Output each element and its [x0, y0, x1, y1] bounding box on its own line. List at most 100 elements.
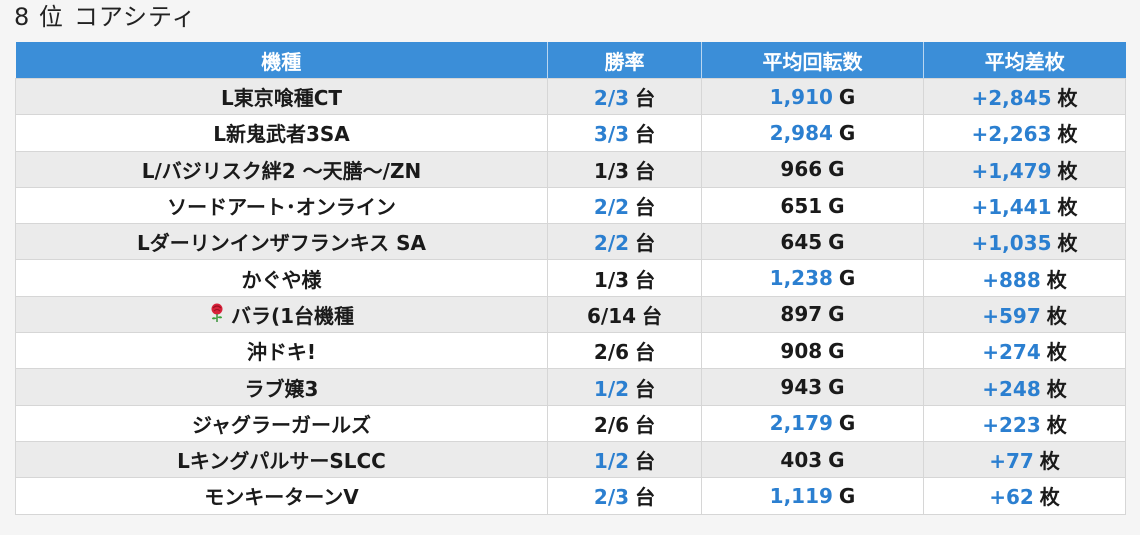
- avg-spins-cell-unit: G: [838, 84, 856, 109]
- win-rate-cell: 2/2 台: [547, 186, 702, 224]
- avg-spins-cell-value: 1,910: [769, 84, 833, 109]
- machine-name: L/バジリスク絆2 ～天膳～/ZN: [141, 158, 422, 183]
- avg-spins-cell-unit: G: [828, 157, 845, 182]
- win-rate-cell: 1/2 台: [547, 368, 702, 406]
- table-row[interactable]: モンキーターンV 2/3 台 1,119 G +62 枚: [15, 477, 1126, 515]
- avg-diff-cell-value: +597: [982, 303, 1041, 328]
- avg-diff-cell-unit: 枚: [1046, 376, 1067, 401]
- win-rate-cell-unit: 台: [642, 303, 663, 328]
- win-rate-cell: 1/3 台: [547, 259, 702, 297]
- column-header-avg-diff[interactable]: 平均差枚: [923, 42, 1126, 79]
- avg-spins-cell: 645 G: [701, 223, 924, 260]
- machine-cell: L東京喰種CT: [15, 77, 548, 115]
- machine-cell: ソードアート･オンライン: [15, 186, 548, 224]
- win-rate-cell-unit: 台: [635, 376, 656, 401]
- avg-diff-cell-unit: 枚: [1057, 158, 1078, 183]
- avg-diff-cell-unit: 枚: [1046, 412, 1067, 437]
- table-row[interactable]: かぐや様 1/3 台 1,238 G +888 枚: [15, 259, 1126, 297]
- avg-spins-cell-unit: G: [828, 447, 845, 472]
- win-rate-cell-unit: 台: [635, 267, 656, 292]
- avg-spins-cell-value: 943: [780, 375, 823, 400]
- avg-spins-cell: 1,238 G: [701, 259, 924, 297]
- machine-cell: L/バジリスク絆2 ～天膳～/ZN: [15, 150, 548, 188]
- machine-cell: モンキーターンV: [15, 477, 548, 515]
- avg-diff-cell-value: +223: [982, 412, 1041, 437]
- win-rate-cell-value: 2/6: [593, 340, 630, 365]
- avg-diff-cell-value: +1,441: [971, 195, 1052, 220]
- avg-spins-cell-value: 966: [780, 157, 823, 182]
- machine-name: ジャグラーガールズ: [192, 412, 371, 437]
- machine-name: L東京喰種CT: [220, 86, 343, 111]
- avg-spins-cell: 1,119 G: [701, 477, 924, 515]
- table-row[interactable]: バラ(1台機種 6/14 台 897 G +597 枚: [15, 295, 1126, 333]
- avg-spins-cell-unit: G: [838, 266, 856, 291]
- table-row[interactable]: L/バジリスク絆2 ～天膳～/ZN 1/3 台 966 G +1,479 枚: [15, 150, 1126, 188]
- table-row[interactable]: 沖ドキ! 2/6 台 908 G +274 枚: [15, 332, 1126, 369]
- win-rate-cell-unit: 台: [635, 485, 656, 510]
- win-rate-cell-unit: 台: [635, 231, 656, 256]
- column-header-machine[interactable]: 機種: [15, 42, 548, 79]
- avg-diff-cell-value: +62: [989, 485, 1034, 510]
- avg-diff-cell: +2,845 枚: [923, 77, 1126, 115]
- win-rate-cell-unit: 台: [635, 86, 656, 111]
- ranking-table: 機種 勝率 平均回転数 平均差枚 L東京喰種CT 2/3 台 1,910 G +2,845…: [15, 42, 1126, 515]
- avg-diff-cell: +888 枚: [923, 259, 1126, 297]
- win-rate-cell: 6/14 台: [547, 295, 702, 333]
- table-row[interactable]: ソードアート･オンライン 2/2 台 651 G +1,441 枚: [15, 186, 1126, 224]
- avg-spins-cell: 943 G: [701, 368, 924, 406]
- win-rate-cell: 2/6 台: [547, 404, 702, 442]
- win-rate-cell: 2/6 台: [547, 332, 702, 369]
- table-row[interactable]: ジャグラーガールズ 2/6 台 2,179 G +223 枚: [15, 404, 1126, 442]
- column-header-avg-spins[interactable]: 平均回転数: [701, 42, 924, 79]
- avg-diff-cell-value: +274: [982, 340, 1041, 365]
- machine-name: LキングパルサーSLCC: [177, 449, 386, 474]
- machine-name: Lダーリンインザフランキス SA: [137, 231, 426, 256]
- avg-diff-cell-value: +1,479: [971, 158, 1052, 183]
- column-header-win-rate[interactable]: 勝率: [547, 42, 702, 79]
- table-header-row: 機種 勝率 平均回転数 平均差枚: [15, 42, 1126, 79]
- avg-spins-cell-value: 403: [780, 447, 823, 472]
- win-rate-cell-unit: 台: [635, 412, 656, 437]
- table-row[interactable]: Lダーリンインザフランキス SA 2/2 台 645 G +1,035 枚: [15, 223, 1126, 260]
- avg-spins-cell: 403 G: [701, 440, 924, 478]
- avg-spins-cell: 966 G: [701, 150, 924, 188]
- avg-diff-cell: +223 枚: [923, 404, 1126, 442]
- avg-spins-cell: 897 G: [701, 295, 924, 333]
- win-rate-cell: 2/2 台: [547, 223, 702, 260]
- table-row[interactable]: LキングパルサーSLCC 1/2 台 403 G +77 枚: [15, 440, 1126, 478]
- win-rate-cell: 1/3 台: [547, 150, 702, 188]
- avg-diff-cell-unit: 枚: [1057, 86, 1078, 111]
- table-row[interactable]: L東京喰種CT 2/3 台 1,910 G +2,845 枚: [15, 77, 1126, 115]
- win-rate-cell-value: 2/3: [593, 86, 630, 111]
- avg-diff-cell-unit: 枚: [1057, 231, 1078, 256]
- rank-label: 8 位: [14, 3, 64, 31]
- avg-diff-cell: +2,263 枚: [923, 114, 1126, 152]
- win-rate-cell: 2/3 台: [547, 77, 702, 115]
- avg-spins-cell-value: 2,984: [769, 120, 833, 145]
- avg-spins-cell-unit: G: [828, 229, 845, 254]
- machine-cell: L新鬼武者3SA: [15, 114, 548, 152]
- avg-diff-cell-unit: 枚: [1039, 449, 1060, 474]
- avg-diff-cell: +274 枚: [923, 332, 1126, 369]
- win-rate-cell-value: 1/3: [593, 267, 630, 292]
- table-row[interactable]: ラブ嬢3 1/2 台 943 G +248 枚: [15, 368, 1126, 406]
- avg-diff-cell: +77 枚: [923, 440, 1126, 478]
- avg-spins-cell-unit: G: [828, 338, 845, 363]
- avg-spins-cell-unit: G: [828, 302, 845, 327]
- avg-spins-cell: 1,910 G: [701, 77, 924, 115]
- avg-diff-cell-value: +1,035: [971, 231, 1052, 256]
- avg-diff-cell: +1,441 枚: [923, 186, 1126, 224]
- machine-name: L新鬼武者3SA: [213, 122, 350, 147]
- avg-diff-cell-value: +77: [989, 449, 1034, 474]
- machine-cell: Lダーリンインザフランキス SA: [15, 223, 548, 260]
- machine-cell: 沖ドキ!: [15, 332, 548, 369]
- win-rate-cell-value: 1/2: [593, 376, 630, 401]
- win-rate-cell-value: 6/14: [586, 303, 637, 328]
- table-row[interactable]: L新鬼武者3SA 3/3 台 2,984 G +2,263 枚: [15, 114, 1126, 152]
- table-body: L東京喰種CT 2/3 台 1,910 G +2,845 枚 L新鬼武者3SA 3/3 台 2,98…: [15, 77, 1126, 515]
- machine-name: モンキーターンV: [204, 485, 359, 510]
- win-rate-cell-unit: 台: [635, 340, 656, 365]
- avg-diff-cell-value: +888: [982, 267, 1041, 292]
- avg-diff-cell: +62 枚: [923, 477, 1126, 515]
- avg-spins-cell-value: 1,238: [769, 266, 833, 291]
